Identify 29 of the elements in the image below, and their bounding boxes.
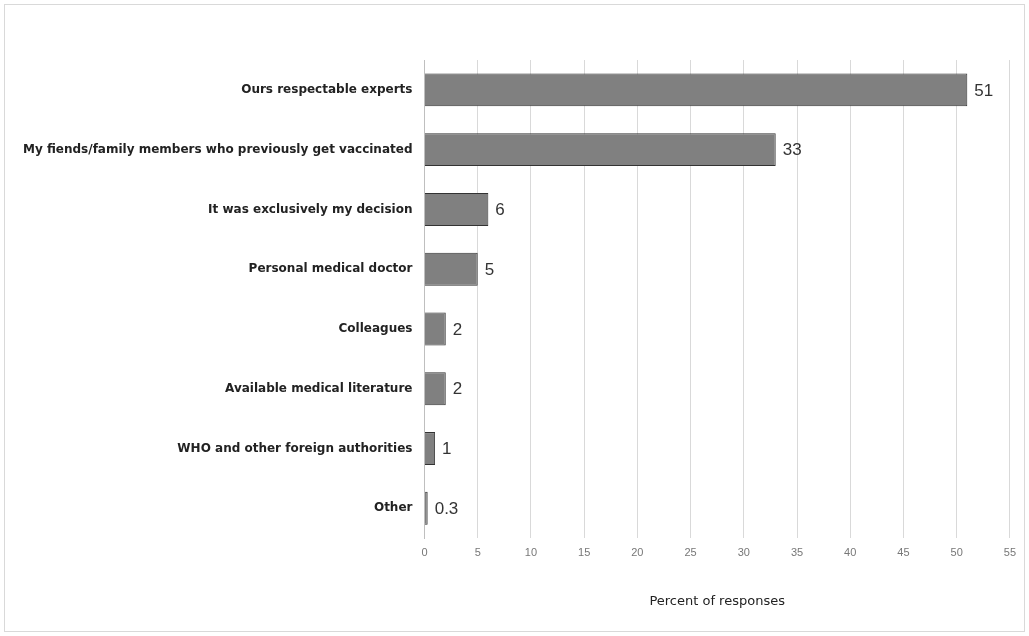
x-axis-title: Percent of responses bbox=[649, 592, 786, 608]
x-tick-label: 40 bbox=[844, 545, 857, 558]
x-tick-label: 5 bbox=[474, 545, 481, 558]
data-label: 2 bbox=[452, 319, 463, 339]
x-tick-label: 30 bbox=[737, 545, 750, 558]
x-tick-label: 35 bbox=[790, 545, 804, 558]
x-tick-label: 0 bbox=[421, 545, 428, 558]
y-tick-label: WHO and other foreign authorities bbox=[177, 440, 413, 455]
data-label: 0.3 bbox=[434, 499, 459, 518]
y-tick-label: Available medical literature bbox=[225, 380, 413, 395]
data-label: 6 bbox=[495, 200, 505, 220]
y-tick-label: My fiends/family members who previously get vaccinated bbox=[22, 141, 413, 156]
data-label: 2 bbox=[452, 379, 463, 399]
y-tick-label: Other bbox=[373, 500, 413, 515]
data-label: 1 bbox=[442, 439, 452, 459]
y-tick-label: Colleagues bbox=[338, 321, 413, 336]
x-tick-label: 15 bbox=[578, 545, 591, 558]
data-label: 33 bbox=[782, 140, 802, 160]
x-tick-label: 20 bbox=[631, 545, 644, 558]
y-tick-label: Personal medical doctor bbox=[248, 261, 413, 276]
y-tick-label: It was exclusively my decision bbox=[208, 201, 413, 216]
x-tick-label: 25 bbox=[684, 545, 697, 558]
x-tick-label: 50 bbox=[950, 545, 963, 558]
x-tick-label: 45 bbox=[897, 545, 910, 558]
x-tick-label: 55 bbox=[1003, 545, 1017, 558]
data-label: 5 bbox=[484, 259, 495, 279]
y-tick-label: Ours respectable experts bbox=[241, 82, 413, 97]
x-tick-label: 10 bbox=[524, 545, 538, 558]
data-label: 51 bbox=[974, 80, 994, 100]
